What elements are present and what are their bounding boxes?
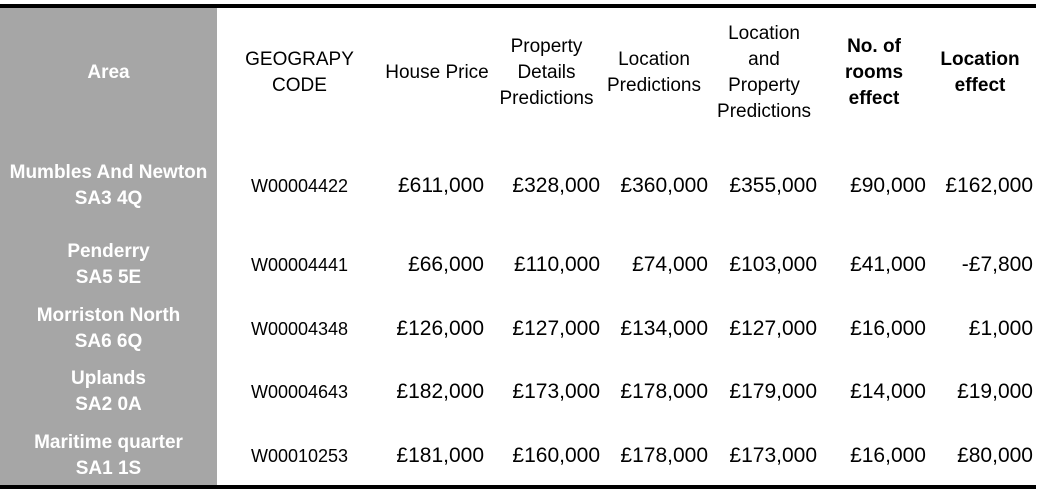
area-postcode: SA3 4Q — [74, 188, 143, 209]
area-postcode: SA1 1S — [75, 458, 142, 479]
cell-area: Mumbles And Newton SA3 4Q — [0, 155, 217, 217]
header-no-of-rooms-effect: No. of rooms effect — [844, 36, 904, 109]
cell-geography-code: W00004348 — [250, 319, 349, 339]
cell-location-and-property-predictions: £355,000 — [729, 174, 817, 197]
cell-location-predictions: £74,000 — [632, 253, 708, 276]
header-property-details-predictions: Property Details Predictions — [499, 36, 594, 109]
header-location-and-property-predictions: Location and Property Predictions — [717, 23, 812, 122]
cell-area: Morriston North SA6 6Q — [0, 298, 217, 360]
cell-property-details-predictions: £173,000 — [512, 380, 600, 403]
area-name: Uplands — [71, 368, 146, 389]
cell-property-details-predictions: £328,000 — [512, 174, 600, 197]
header-location-effect: Location effect — [940, 49, 1020, 96]
cell-location-effect: -£7,800 — [961, 253, 1033, 276]
cell-location-predictions: £134,000 — [620, 317, 708, 340]
header-geography-code: GEOGRAPY CODE — [245, 49, 354, 96]
cell-geography-code: W00004643 — [250, 382, 349, 402]
area-name: Mumbles And Newton — [9, 162, 208, 183]
cell-no-of-rooms-effect: £90,000 — [850, 174, 926, 197]
area-name: Maritime quarter — [34, 432, 183, 453]
cell-location-predictions: £178,000 — [620, 444, 708, 467]
cell-location-effect: £19,000 — [957, 380, 1033, 403]
cell-location-effect: £1,000 — [968, 317, 1033, 340]
cell-location-effect: £80,000 — [957, 444, 1033, 467]
table-top-rule — [0, 4, 1036, 8]
cell-house-price: £182,000 — [396, 380, 484, 403]
cell-location-predictions: £178,000 — [620, 380, 708, 403]
cell-property-details-predictions: £160,000 — [512, 444, 600, 467]
header-area: Area — [87, 62, 130, 83]
cell-area: Maritime quarter SA1 1S — [0, 425, 217, 487]
area-postcode: SA6 6Q — [74, 331, 143, 352]
table-bottom-rule — [0, 485, 1036, 489]
cell-house-price: £66,000 — [408, 253, 484, 276]
cell-no-of-rooms-effect: £16,000 — [850, 317, 926, 340]
cell-geography-code: W00004441 — [250, 255, 349, 275]
cell-location-and-property-predictions: £179,000 — [729, 380, 817, 403]
cell-no-of-rooms-effect: £16,000 — [850, 444, 926, 467]
cell-geography-code: W00010253 — [250, 446, 349, 466]
cell-location-and-property-predictions: £173,000 — [729, 444, 817, 467]
area-postcode: SA2 0A — [75, 394, 142, 415]
cell-house-price: £181,000 — [396, 444, 484, 467]
cell-location-predictions: £360,000 — [620, 174, 708, 197]
cell-area: Uplands SA2 0A — [0, 361, 217, 423]
cell-location-and-property-predictions: £127,000 — [729, 317, 817, 340]
cell-location-effect: £162,000 — [945, 174, 1033, 197]
cell-no-of-rooms-effect: £14,000 — [850, 380, 926, 403]
cell-geography-code: W00004422 — [250, 176, 349, 196]
area-postcode: SA5 5E — [75, 267, 142, 288]
area-column-background — [0, 8, 217, 485]
cell-house-price: £611,000 — [397, 174, 484, 197]
header-location-predictions: Location Predictions — [607, 49, 701, 96]
cell-area: Penderry SA5 5E — [0, 234, 217, 296]
area-name: Penderry — [67, 241, 150, 262]
area-name: Morriston North — [36, 305, 181, 326]
cell-location-and-property-predictions: £103,000 — [729, 253, 817, 276]
cell-no-of-rooms-effect: £41,000 — [850, 253, 926, 276]
cell-house-price: £126,000 — [396, 317, 484, 340]
cell-property-details-predictions: £110,000 — [513, 253, 600, 276]
header-house-price: House Price — [385, 62, 489, 83]
cell-property-details-predictions: £127,000 — [512, 317, 600, 340]
